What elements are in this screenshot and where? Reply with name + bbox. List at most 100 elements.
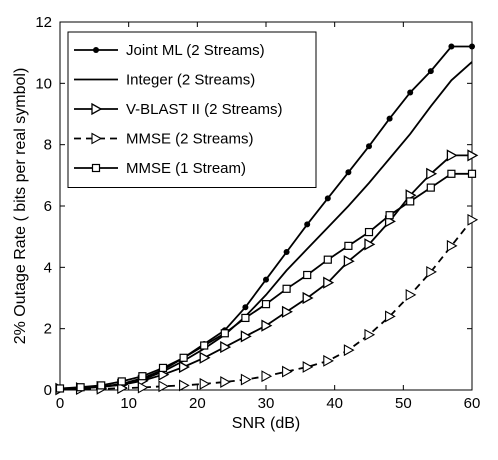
marker-triangle — [91, 102, 103, 116]
marker-triangle — [220, 340, 232, 354]
marker-triangle — [178, 360, 190, 374]
marker-triangle — [240, 330, 252, 343]
y-tick-label: 12 — [35, 14, 52, 31]
marker-triangle-open — [240, 373, 252, 386]
x-tick-label: 50 — [395, 395, 412, 412]
y-tick-label: 4 — [44, 259, 52, 276]
series-line — [59, 154, 472, 390]
marker-triangle-open — [343, 344, 355, 357]
marker-square — [447, 169, 456, 178]
marker-square — [97, 381, 106, 390]
legend-item: V-BLAST II (2 Streams) — [74, 101, 282, 118]
marker-square — [303, 270, 312, 280]
marker-square — [241, 313, 250, 323]
marker-triangle-open — [364, 328, 376, 341]
marker-square — [55, 384, 65, 393]
x-axis-title: SNR (dB) — [232, 415, 300, 432]
marker-triangle — [323, 276, 335, 289]
x-tick-label: 30 — [258, 395, 275, 412]
axes: 0 10 20 30 40 50 60 0 2 4 6 8 10 12 SNR (dB) 2% Outage … — [12, 14, 480, 432]
marker-square — [261, 300, 271, 309]
marker-triangle-open — [117, 382, 128, 395]
marker-dot — [324, 195, 331, 202]
marker-dot — [263, 276, 269, 283]
marker-triangle-open — [137, 381, 149, 394]
marker-triangle — [281, 305, 293, 318]
marker-square — [158, 363, 168, 373]
marker-triangle-open — [220, 376, 231, 388]
marker-dot — [345, 169, 352, 176]
marker-square — [220, 329, 229, 338]
y-tick-label: 2 — [44, 321, 52, 338]
marker-triangle — [446, 149, 458, 162]
y-tick-label: 0 — [44, 382, 52, 399]
y-axis-title: 2% Outage Rate ( bits per real symbol) — [12, 68, 29, 345]
marker-square — [385, 211, 394, 220]
legend-item: MMSE (1 Stream) — [74, 160, 246, 177]
legend-item: MMSE (2 Streams) — [74, 131, 254, 148]
series-group — [55, 43, 479, 396]
marker-triangle — [261, 319, 273, 332]
marker-triangle — [199, 351, 211, 364]
marker-dot — [448, 43, 455, 50]
marker-triangle-open — [323, 354, 334, 367]
marker-triangle-open — [179, 379, 190, 392]
legend-label: Joint ML (2 Streams) — [126, 42, 265, 59]
marker-triangle-open — [158, 380, 170, 393]
x-tick-label: 0 — [56, 395, 64, 412]
marker-triangle — [302, 291, 314, 305]
marker-triangle-open — [302, 361, 314, 373]
marker-square — [76, 383, 85, 392]
marker-dot — [366, 143, 372, 150]
marker-dot — [386, 115, 393, 122]
x-tick-label: 40 — [326, 395, 343, 412]
marker-square — [282, 284, 291, 293]
marker-square — [426, 183, 435, 192]
marker-triangle-open — [467, 213, 479, 226]
marker-square — [344, 241, 353, 250]
legend-label: MMSE (2 Streams) — [126, 131, 254, 148]
marker-dot — [407, 89, 414, 96]
marker-square — [323, 255, 332, 264]
marker-triangle-open — [199, 377, 211, 390]
legend-item: Integer (2 Streams) — [74, 72, 255, 89]
marker-triangle-open — [282, 365, 293, 378]
marker-square — [364, 227, 374, 237]
legend: Joint ML (2 Streams) Integer (2 Streams) V… — [67, 31, 317, 188]
marker-square — [467, 169, 477, 178]
marker-triangle-open — [446, 239, 458, 252]
marker-dot — [469, 43, 475, 50]
x-tick-label: 60 — [464, 395, 481, 412]
marker-dot — [427, 68, 434, 75]
marker-square — [179, 353, 188, 362]
legend-label: MMSE (1 Stream) — [126, 160, 246, 177]
marker-triangle — [364, 238, 376, 251]
marker-triangle-open — [405, 288, 417, 301]
marker-triangle-open — [385, 310, 396, 323]
series — [55, 213, 479, 396]
x-tick-label: 10 — [120, 395, 137, 412]
marker-triangle — [158, 368, 170, 381]
y-tick-label: 6 — [44, 198, 52, 215]
legend-item: Joint ML (2 Streams) — [74, 42, 265, 59]
marker-square — [200, 341, 209, 350]
marker-triangle-open — [91, 132, 103, 145]
y-tick-label: 8 — [44, 137, 52, 154]
marker-square — [138, 372, 147, 381]
marker-dot — [283, 249, 290, 255]
marker-triangle — [467, 149, 479, 162]
marker-dot — [93, 47, 99, 53]
marker-triangle — [426, 167, 438, 180]
y-tick-label: 10 — [35, 75, 52, 92]
legend-label: V-BLAST II (2 Streams) — [126, 101, 282, 118]
legend-label: Integer (2 Streams) — [126, 72, 255, 89]
marker-dot — [304, 221, 311, 228]
x-tick-label: 20 — [189, 395, 206, 412]
marker-triangle-open — [426, 265, 437, 278]
marker-square — [117, 377, 126, 386]
marker-square — [406, 197, 415, 206]
marker-triangle — [343, 255, 355, 268]
marker-square — [91, 163, 101, 173]
series — [55, 169, 477, 393]
